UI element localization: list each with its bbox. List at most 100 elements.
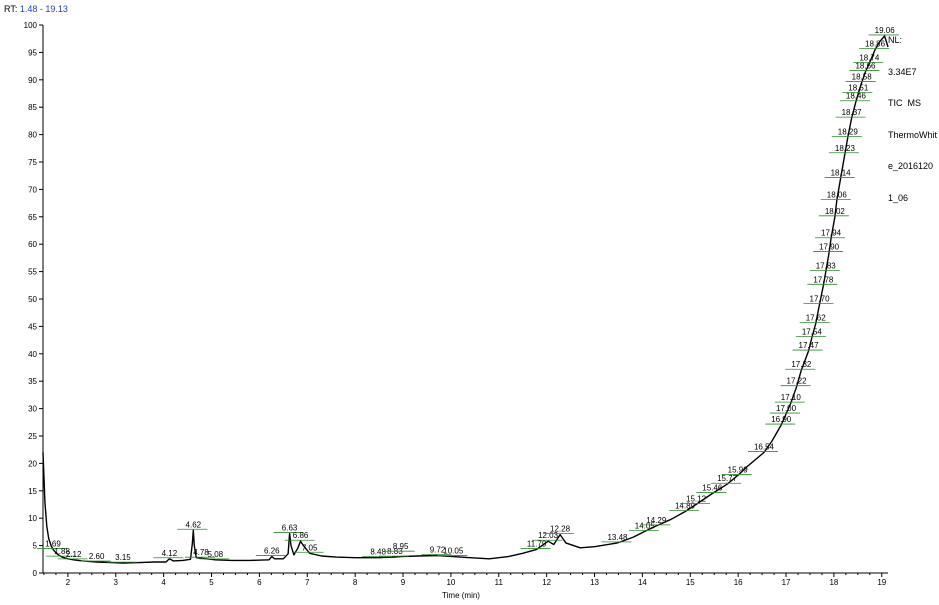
y-tick-label: 50 [28, 295, 37, 304]
x-tick-label: 6 [257, 578, 262, 587]
peak-label: 19.06 [875, 26, 896, 35]
y-tick-label: 70 [28, 185, 37, 194]
nl-label: NL: [888, 35, 903, 45]
x-tick-label: 19 [877, 578, 886, 587]
y-tick-label: 60 [28, 240, 37, 249]
peak-label: 14.89 [675, 502, 696, 511]
x-tick-label: 5 [209, 578, 214, 587]
x-tick-label: 12 [542, 578, 551, 587]
peak-label: 17.32 [791, 360, 812, 369]
peak-label: 14.29 [646, 516, 667, 525]
peak-label: 4.12 [162, 549, 178, 558]
x-tick-label: 14 [638, 578, 647, 587]
y-tick-label: 75 [28, 158, 37, 167]
peak-label: 18.66 [855, 62, 876, 71]
y-tick-label: 20 [28, 459, 37, 468]
peak-label: 11.79 [527, 539, 547, 548]
peak-label: 3.15 [115, 553, 131, 562]
tic-trace [42, 35, 889, 564]
peak-label: 18.74 [859, 53, 880, 62]
rt-range-label: RT: 1.48 - 19.13 [4, 4, 68, 14]
peak-label: 6.63 [282, 524, 298, 533]
peak-label: 7.05 [302, 543, 318, 552]
y-tick-label: 40 [28, 350, 37, 359]
peak-label: 18.14 [831, 168, 852, 177]
peak-label: 17.00 [776, 404, 797, 413]
rt-range-value: 1.48 - 19.13 [19, 4, 68, 14]
y-tick-label: 30 [28, 405, 37, 414]
x-tick-label: 10 [446, 578, 455, 587]
x-tick-label: 16 [734, 578, 743, 587]
peak-labels-layer: 1.691.882.12 2.60 3.15 4.12 4.62 4.785.08 6.26… [37, 26, 899, 563]
peak-label: 12.03 [538, 531, 559, 540]
peak-label: 4.62 [186, 520, 202, 529]
y-tick-label: 85 [28, 103, 37, 112]
file-name-line1: ThermoWhit [888, 129, 938, 140]
peak-label: 15.46 [702, 484, 723, 493]
peak-label: 18.06 [827, 190, 848, 199]
y-tick-label: 65 [28, 213, 37, 222]
peak-label: 2.12 [66, 550, 82, 559]
y-tick-label: 55 [28, 268, 37, 277]
peak-label: 4.78 [193, 548, 209, 557]
x-tick-label: 7 [305, 578, 310, 587]
peak-label: 18.86 [865, 40, 886, 49]
peak-label: 1.69 [45, 539, 61, 548]
peak-label: 10.05 [443, 547, 464, 556]
y-tick-label: 45 [28, 322, 37, 331]
peak-label: 18.29 [838, 127, 859, 136]
y-tick-label: 25 [28, 432, 37, 441]
x-tick-label: 18 [829, 578, 838, 587]
scan-mode: TIC MS [888, 98, 921, 108]
trace-layer [42, 35, 889, 564]
peak-label: 17.90 [819, 242, 840, 251]
y-tick-label: 0 [33, 569, 38, 578]
y-tick-label: 5 [33, 542, 38, 551]
y-tick-label: 15 [28, 487, 37, 496]
x-axis-label: Time (min) [442, 591, 480, 600]
peak-label: 17.70 [810, 294, 831, 303]
y-tick-label: 10 [28, 514, 37, 523]
x-tick-label: 3 [114, 578, 119, 587]
x-tick-label: 2 [66, 578, 71, 587]
x-tick-label: 8 [353, 578, 358, 587]
peak-label: 8.95 [393, 542, 409, 551]
axes: 0510152025303540455055606570758085909510… [24, 21, 888, 587]
peak-label: 15.12 [686, 495, 707, 504]
chromatogram-info: NL: 3.34E7 TIC MS ThermoWhit e_2016120 1… [888, 14, 937, 214]
peak-label: 9.72 [430, 545, 446, 554]
peak-label: 5.08 [208, 550, 224, 559]
peak-label: 17.94 [821, 229, 842, 238]
x-tick-label: 15 [686, 578, 695, 587]
peak-label: 17.47 [799, 341, 820, 350]
x-tick-label: 17 [782, 578, 791, 587]
peak-label: 17.22 [787, 377, 808, 386]
peak-label: 8.48 [370, 548, 386, 557]
x-tick-label: 13 [590, 578, 599, 587]
peak-label: 15.77 [717, 474, 738, 483]
peak-label: 12.28 [550, 525, 571, 534]
peak-label: 18.02 [825, 207, 846, 216]
y-tick-label: 95 [28, 48, 37, 57]
y-tick-label: 35 [28, 377, 37, 386]
peak-label: 18.23 [835, 144, 856, 153]
x-tick-label: 11 [495, 578, 504, 587]
rt-prefix: RT: [4, 4, 18, 14]
x-tick-label: 9 [401, 578, 406, 587]
peak-label: 2.60 [89, 552, 105, 561]
file-name-line2: e_2016120 [888, 161, 934, 171]
peak-label: 14.05 [635, 521, 656, 530]
peak-label: 18.58 [852, 73, 873, 82]
peak-label: 15.99 [728, 465, 749, 474]
peak-label: 6.86 [293, 531, 309, 540]
y-tick-label: 90 [28, 76, 37, 85]
y-tick-label: 100 [24, 21, 38, 30]
peak-label: 13.48 [607, 533, 628, 542]
peak-label: 17.78 [813, 275, 834, 284]
peak-label: 18.51 [848, 84, 869, 93]
peak-label: 17.10 [781, 393, 802, 402]
peak-label: 17.54 [802, 327, 823, 336]
peak-label: 17.62 [806, 314, 827, 323]
y-tick-label: 80 [28, 131, 37, 140]
peak-label: 17.83 [816, 262, 837, 271]
